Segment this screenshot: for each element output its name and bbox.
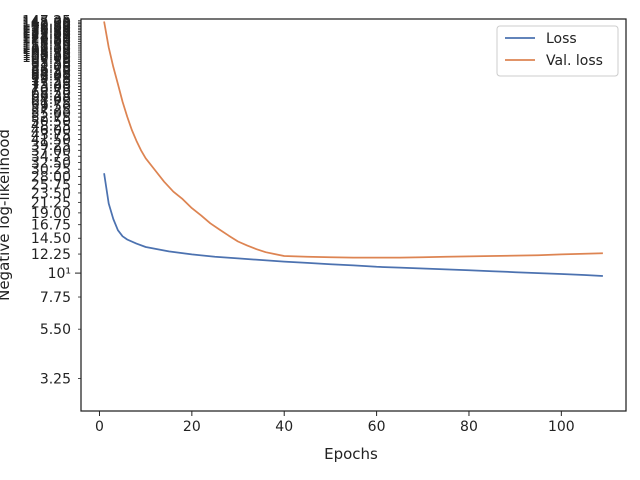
y-minor-tick-label: 140.50: [22, 18, 71, 34]
y-axis-label: Negative log-likelihood: [0, 129, 13, 301]
y-minor-tick-label: 115.75: [22, 36, 71, 52]
y-minor-tick-label: 127.00: [22, 28, 71, 44]
y-minor-tick-label: 120.25: [22, 33, 71, 49]
x-tick-label: 0: [95, 419, 104, 435]
y-minor-tick-label: 106.75: [22, 44, 71, 60]
y-minor-tick-label: 136.00: [22, 21, 71, 37]
y-major-tick-label: 10¹: [48, 266, 71, 282]
y-minor-tick-label: 93.25: [31, 57, 71, 73]
x-tick-label: 100: [548, 419, 575, 435]
y-minor-tick-label: 84.25: [31, 66, 71, 82]
y-minor-tick-label: 142.75: [22, 17, 71, 33]
y-minor-tick-label: 131.50: [22, 24, 71, 40]
y-minor-tick-label: 43.75: [31, 128, 71, 144]
y-minor-tick-label: 59.50: [31, 99, 71, 115]
x-tick-label: 80: [460, 419, 478, 435]
y-minor-tick-label: 86.50: [31, 64, 71, 80]
y-minor-tick-label: 14.50: [31, 231, 71, 247]
y-minor-tick-label: 97.75: [31, 52, 71, 68]
y-axis-ticks: 10¹ 3.25 5.50 7.75 12.2514.5016.7519.0021.25…: [22, 14, 81, 388]
y-minor-tick-label: 19.00: [31, 206, 71, 222]
y-minor-tick-label: 21.25: [31, 195, 71, 211]
legend-label-loss: Loss: [546, 31, 577, 47]
y-minor-tick-label: 55.00: [31, 106, 71, 122]
x-tick-label: 20: [183, 419, 201, 435]
y-minor-tick-label: 39.25: [31, 138, 71, 154]
series-line-1: [103, 21, 603, 259]
y-minor-tick-label: 104.50: [22, 46, 71, 62]
legend: Loss Val. loss: [496, 25, 619, 77]
y-minor-tick-label: 50.50: [31, 114, 71, 130]
y-minor-tick-label: 91.00: [31, 59, 71, 75]
y-minor-tick-label: 145.00: [22, 15, 71, 31]
y-minor-tick-label: 129.25: [22, 26, 71, 42]
x-axis-ticks: 0 20 40 60 80 100: [95, 411, 575, 435]
y-minor-tick-label: 77.50: [31, 74, 71, 90]
y-minor-tick-label: 3.25: [40, 372, 71, 388]
y-minor-tick-label: 68.50: [31, 86, 71, 102]
y-minor-tick-label: 138.25: [22, 20, 71, 36]
y-minor-tick-label: 52.75: [31, 110, 71, 126]
y-minor-tick-label: 109.00: [22, 42, 71, 58]
y-minor-tick-label: 133.75: [22, 23, 71, 39]
plot-area: [81, 19, 626, 411]
y-minor-tick-label: 25.75: [31, 177, 71, 193]
y-minor-tick-label: 82.00: [31, 69, 71, 85]
y-minor-tick-label: 111.25: [22, 40, 71, 56]
y-minor-tick-label: 102.25: [22, 48, 71, 64]
y-minor-tick-label: 64.00: [31, 92, 71, 108]
series-layer: [103, 21, 603, 277]
y-minor-tick-label: 124.75: [22, 29, 71, 45]
y-minor-tick-label: 70.75: [31, 83, 71, 99]
y-minor-tick-label: 5.50: [40, 322, 71, 338]
x-tick-label: 60: [368, 419, 386, 435]
y-minor-tick-label: 61.75: [31, 95, 71, 111]
y-minor-tick-label: 147.25: [22, 14, 71, 30]
y-minor-tick-label: 37.00: [31, 143, 71, 159]
y-minor-tick-label: 23.50: [31, 186, 71, 202]
y-minor-tick-label: 34.75: [31, 149, 71, 165]
legend-label-val-loss: Val. loss: [546, 53, 603, 69]
y-minor-tick-label: 12.25: [31, 247, 71, 263]
y-minor-tick-label: 113.50: [22, 38, 71, 54]
y-minor-tick-label: 41.50: [31, 133, 71, 149]
y-minor-tick-label: 32.50: [31, 156, 71, 172]
y-minor-tick-label: 79.75: [31, 71, 71, 87]
x-axis-label: Epochs: [324, 445, 378, 463]
y-minor-tick-label: 75.25: [31, 77, 71, 93]
y-minor-tick-label: 122.50: [22, 31, 71, 47]
series-line-0: [103, 173, 603, 277]
y-minor-tick-label: 100.00: [22, 50, 71, 66]
y-minor-tick-label: 28.00: [31, 169, 71, 185]
y-minor-tick-label: 16.75: [31, 218, 71, 234]
y-minor-tick-label: 88.75: [31, 61, 71, 77]
y-minor-tick-label: 46.00: [31, 123, 71, 139]
y-minor-tick-label: 57.25: [31, 102, 71, 118]
y-minor-tick-label: 95.50: [31, 54, 71, 70]
y-minor-tick-label: 73.00: [31, 80, 71, 96]
y-minor-tick-label: 30.25: [31, 162, 71, 178]
x-tick-label: 40: [275, 419, 293, 435]
y-minor-tick-label: 118.00: [22, 35, 71, 51]
plot-frame: [80, 18, 627, 412]
y-minor-tick-label: 66.25: [31, 89, 71, 105]
y-minor-tick-label: 7.75: [40, 290, 71, 306]
y-minor-tick-label: 48.25: [31, 118, 71, 134]
